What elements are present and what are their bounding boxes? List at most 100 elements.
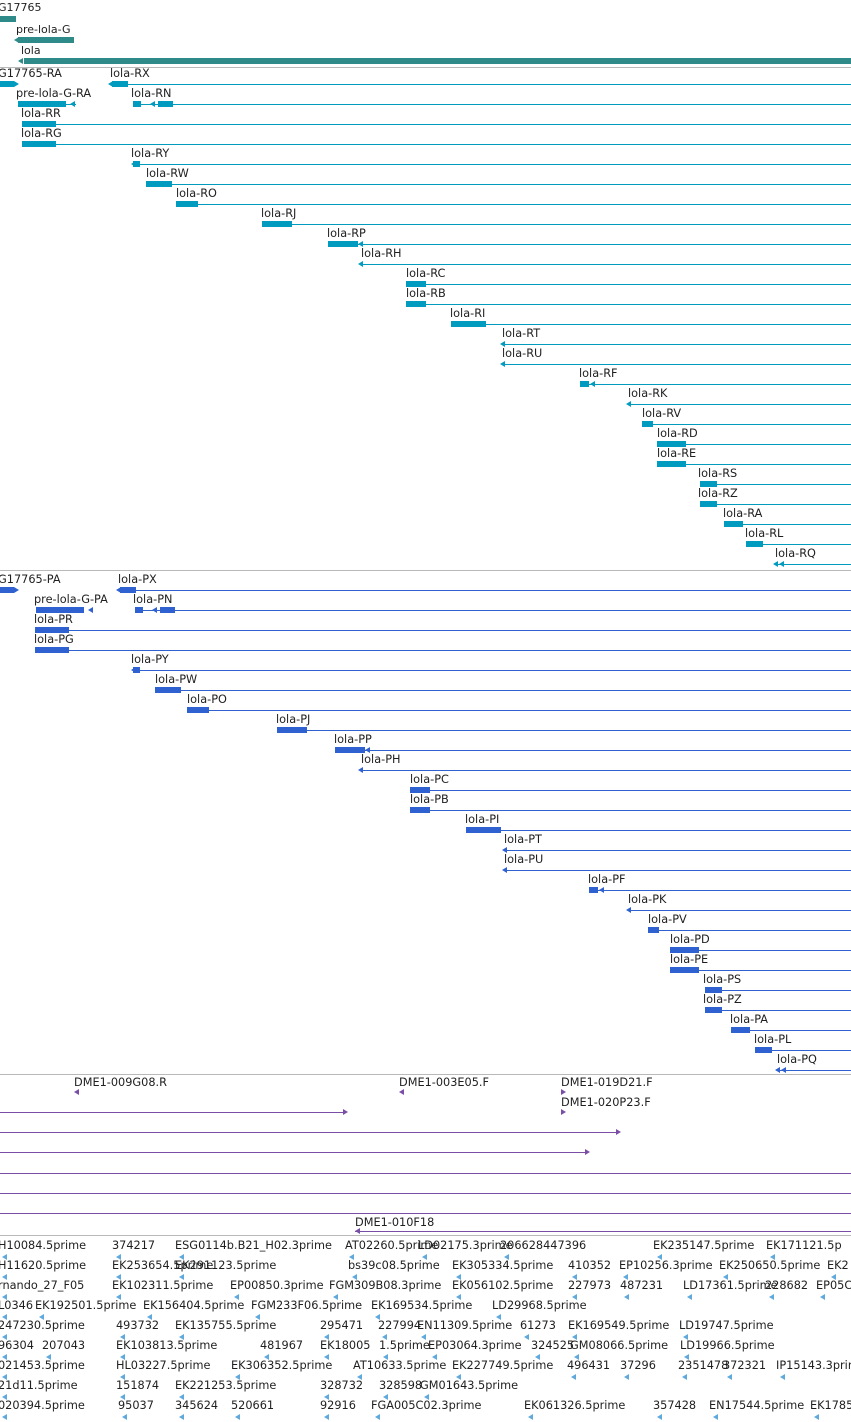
exon-block[interactable] bbox=[705, 1007, 722, 1013]
feature-label: lola-PG bbox=[34, 633, 74, 646]
exon-block[interactable] bbox=[262, 221, 292, 227]
exon-block[interactable] bbox=[35, 627, 69, 633]
strand-arrow-left-icon bbox=[152, 607, 157, 613]
exon-block[interactable] bbox=[120, 587, 136, 593]
exon-block[interactable] bbox=[22, 121, 56, 127]
exon-block[interactable] bbox=[24, 58, 851, 64]
exon-block[interactable] bbox=[133, 101, 141, 107]
strand-arrow-left-icon bbox=[831, 1274, 836, 1280]
exon-block[interactable] bbox=[0, 16, 16, 22]
feature-label: pre-lola-G-RA bbox=[16, 87, 92, 100]
strand-arrow-left-icon bbox=[358, 241, 363, 247]
exon-block[interactable] bbox=[176, 201, 198, 207]
feature-label: lola-PZ bbox=[703, 993, 742, 1006]
exon-block[interactable] bbox=[451, 321, 486, 327]
track-separator bbox=[0, 67, 851, 68]
exon-block[interactable] bbox=[277, 727, 307, 733]
est-label: 228682 bbox=[765, 1279, 809, 1292]
exon-block[interactable] bbox=[406, 301, 426, 307]
feature-label: lola-PC bbox=[410, 773, 449, 786]
intron-line bbox=[0, 1193, 851, 1194]
exon-block[interactable] bbox=[700, 501, 717, 507]
est-label: 021453.5prime bbox=[0, 1359, 85, 1372]
exon-block[interactable] bbox=[112, 81, 128, 87]
feature-label: lola-RI bbox=[450, 307, 486, 320]
exon-block[interactable] bbox=[580, 381, 589, 387]
est-label: EK305334.5prime bbox=[452, 1259, 554, 1272]
strand-arrow-left-icon bbox=[2, 1254, 7, 1260]
intron-line bbox=[35, 650, 851, 651]
feature-label: lola-PI bbox=[465, 813, 500, 826]
exon-block[interactable] bbox=[670, 947, 699, 953]
strand-arrow-left-icon bbox=[120, 1374, 125, 1380]
strand-arrow-left-icon bbox=[18, 58, 23, 64]
intron-line bbox=[22, 124, 851, 125]
exon-block[interactable] bbox=[746, 541, 763, 547]
strand-arrow-left-icon bbox=[572, 1334, 577, 1340]
strand-arrow-left-icon bbox=[424, 1394, 429, 1400]
intron-line bbox=[659, 930, 851, 931]
exon-block[interactable] bbox=[18, 37, 74, 43]
exon-block[interactable] bbox=[133, 161, 140, 167]
exon-block[interactable] bbox=[724, 521, 743, 527]
exon-block[interactable] bbox=[36, 607, 84, 613]
exon-block[interactable] bbox=[700, 481, 717, 487]
exon-block[interactable] bbox=[187, 707, 209, 713]
feature-label: lola-PA bbox=[730, 1013, 769, 1026]
exon-block[interactable] bbox=[158, 101, 173, 107]
strand-arrow-left-icon bbox=[358, 767, 363, 773]
est-label: 95037 bbox=[118, 1399, 154, 1412]
est-label: AT02260.5prime bbox=[345, 1239, 439, 1252]
intron-line bbox=[0, 1173, 851, 1174]
strand-arrow-left-icon bbox=[324, 1334, 329, 1340]
exon-block[interactable] bbox=[135, 607, 143, 613]
strand-arrow-left-icon bbox=[502, 867, 507, 873]
exon-block[interactable] bbox=[18, 101, 66, 107]
strand-arrow-left-icon bbox=[88, 607, 93, 613]
exon-block[interactable] bbox=[0, 587, 14, 593]
strand-arrow-left-icon bbox=[713, 1414, 718, 1420]
strand-arrow-right-icon bbox=[616, 1129, 621, 1135]
intron-line bbox=[133, 670, 851, 671]
exon-block[interactable] bbox=[160, 607, 175, 613]
exon-block[interactable] bbox=[133, 667, 140, 673]
exon-block[interactable] bbox=[589, 887, 598, 893]
exon-block[interactable] bbox=[410, 787, 430, 793]
exon-block[interactable] bbox=[155, 687, 181, 693]
exon-block[interactable] bbox=[146, 181, 172, 187]
exon-block[interactable] bbox=[670, 967, 699, 973]
exon-block[interactable] bbox=[410, 807, 430, 813]
exon-block[interactable] bbox=[648, 927, 659, 933]
strand-arrow-right-icon bbox=[343, 1109, 348, 1115]
intron-line bbox=[772, 1050, 851, 1051]
strand-arrow-left-icon bbox=[120, 1394, 125, 1400]
exon-block[interactable] bbox=[406, 281, 426, 287]
feature-label: lola-PS bbox=[703, 973, 742, 986]
exon-block[interactable] bbox=[705, 987, 722, 993]
exon-block[interactable] bbox=[657, 461, 686, 467]
feature-label: lola-PP bbox=[334, 733, 372, 746]
exon-block[interactable] bbox=[755, 1047, 772, 1053]
strand-arrow-left-icon bbox=[574, 1354, 579, 1360]
exon-block[interactable] bbox=[657, 441, 686, 447]
est-label: 374217 bbox=[112, 1239, 156, 1252]
est-label: EK056102.5prime bbox=[452, 1279, 554, 1292]
feature-label: DME1-019D21.F bbox=[561, 1076, 653, 1089]
exon-block[interactable] bbox=[335, 747, 365, 753]
strand-arrow-left-icon bbox=[179, 1274, 184, 1280]
exon-block[interactable] bbox=[0, 81, 14, 87]
strand-arrow-left-icon bbox=[599, 887, 604, 893]
intron-line bbox=[277, 730, 851, 731]
est-label: EP03064.3prime bbox=[428, 1339, 522, 1352]
exon-block[interactable] bbox=[731, 1027, 750, 1033]
strand-arrow-left-icon bbox=[324, 1354, 329, 1360]
exon-block[interactable] bbox=[642, 421, 653, 427]
feature-label: lola-RY bbox=[131, 147, 170, 160]
strand-arrow-left-icon bbox=[2, 1274, 7, 1280]
exon-block[interactable] bbox=[22, 141, 56, 147]
exon-block[interactable] bbox=[466, 827, 501, 833]
exon-block[interactable] bbox=[328, 241, 358, 247]
strand-arrow-left-icon bbox=[357, 1374, 362, 1380]
exon-block[interactable] bbox=[35, 647, 69, 653]
est-label: 020394.5prime bbox=[0, 1399, 85, 1412]
